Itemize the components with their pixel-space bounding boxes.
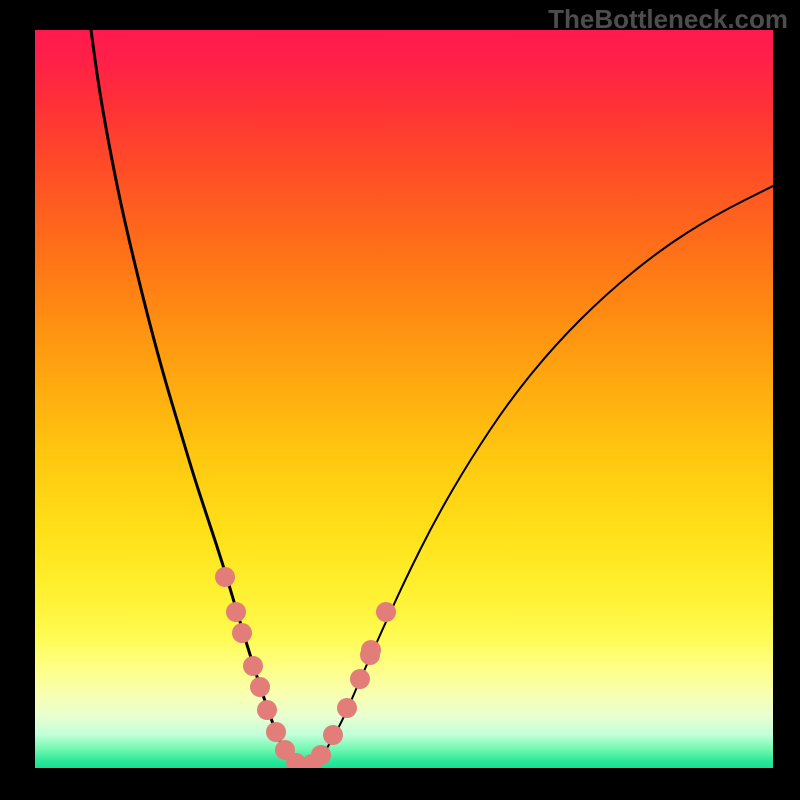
data-marker — [226, 602, 246, 622]
data-marker — [323, 725, 343, 745]
data-marker — [266, 722, 286, 742]
data-marker — [360, 645, 380, 665]
data-marker — [350, 669, 370, 689]
data-marker — [232, 623, 252, 643]
data-marker — [311, 745, 331, 765]
data-marker — [215, 567, 235, 587]
plot-background — [35, 30, 773, 768]
data-marker — [250, 677, 270, 697]
plot-area — [35, 30, 773, 768]
chart-root: TheBottleneck.com — [0, 0, 800, 800]
watermark-text: TheBottleneck.com — [548, 4, 788, 35]
data-marker — [337, 698, 357, 718]
data-marker — [257, 700, 277, 720]
data-marker — [376, 602, 396, 622]
data-marker — [243, 656, 263, 676]
